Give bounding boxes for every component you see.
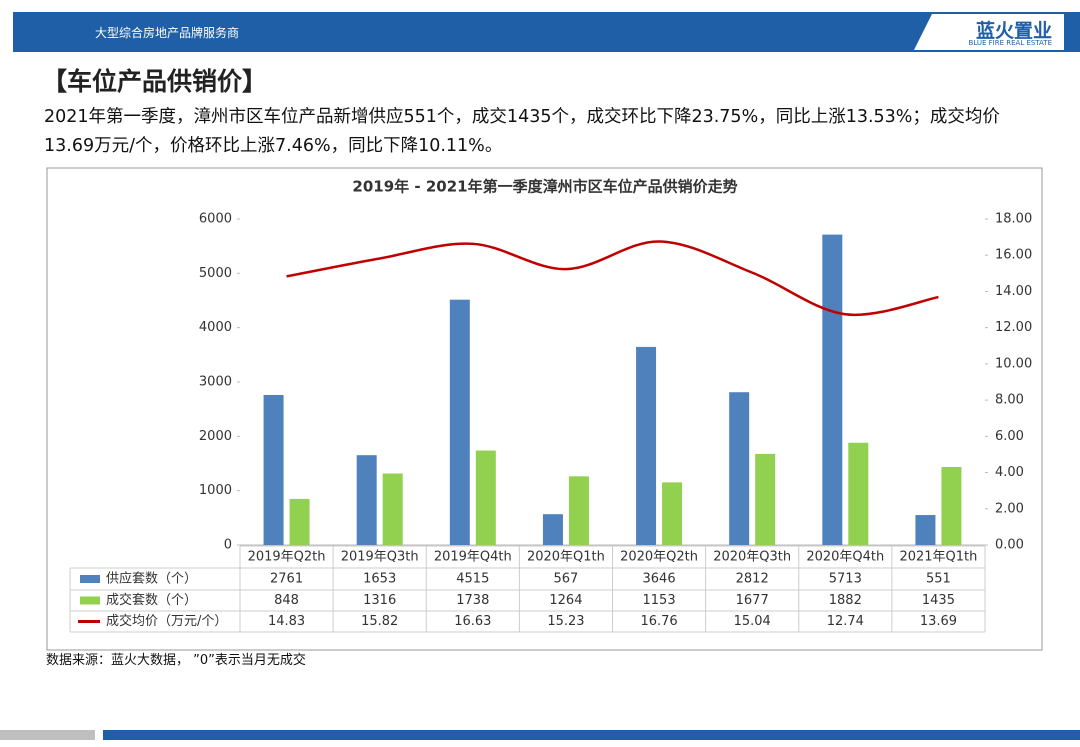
y-tick-label: 5000 xyxy=(199,266,232,281)
x-tick-label: 2020年Q3th xyxy=(713,550,791,565)
bar xyxy=(382,473,403,545)
y2-tick-label: 18.00 xyxy=(995,212,1032,227)
page-title: 【车位产品供销价】 xyxy=(42,67,268,96)
y2-tick-label: 6.00 xyxy=(995,429,1024,444)
table-value: 1435 xyxy=(922,593,955,608)
bar xyxy=(449,299,470,545)
table-value: 1264 xyxy=(549,593,582,608)
y-tick-label: 2000 xyxy=(199,429,232,444)
table-value: 1316 xyxy=(363,593,396,608)
table-value: 15.04 xyxy=(734,614,771,629)
logo-en: BLUE FIRE REAL ESTATE xyxy=(968,39,1052,47)
summary: 2021年第一季度，漳州市区车位产品新增供应551个，成交1435个，成交环比下… xyxy=(44,107,1000,156)
slogan: 大型综合房地产品牌服务商 xyxy=(95,26,240,40)
table-value: 2761 xyxy=(270,572,303,587)
x-tick-label: 2019年Q3th xyxy=(341,550,419,565)
table-value: 15.23 xyxy=(547,614,584,629)
table-value: 14.83 xyxy=(268,614,305,629)
bar xyxy=(755,453,776,545)
y2-tick-label: 4.00 xyxy=(995,465,1024,480)
bar xyxy=(263,394,284,545)
legend-key xyxy=(80,575,100,583)
table-value: 5713 xyxy=(829,572,862,587)
y-tick-label: 4000 xyxy=(199,320,232,335)
table-value: 567 xyxy=(554,572,579,587)
bar xyxy=(568,476,589,545)
table-value: 12.74 xyxy=(827,614,864,629)
table-value: 1882 xyxy=(829,593,862,608)
y2-tick-label: 12.00 xyxy=(995,320,1032,335)
source-note: 数据来源：蓝火大数据， ”0”表示当月无成交 xyxy=(46,653,306,668)
table-value: 16.63 xyxy=(454,614,491,629)
table-value: 4515 xyxy=(456,572,489,587)
bar xyxy=(542,514,563,545)
table-value: 551 xyxy=(926,572,951,587)
y-tick-label: 3000 xyxy=(199,375,232,390)
footer-bar xyxy=(0,730,95,740)
header-bar: 大型综合房地产品牌服务商 蓝火置业 BLUE FIRE REAL ESTATE xyxy=(13,12,1080,52)
bar xyxy=(662,482,683,545)
y-tick-label: 6000 xyxy=(199,212,232,227)
x-tick-label: 2021年Q1th xyxy=(899,550,977,565)
bar xyxy=(729,392,750,545)
y2-tick-label: 2.00 xyxy=(995,501,1024,516)
chart-title: 2019年 - 2021年第一季度漳州市区车位产品供销价走势 xyxy=(352,178,737,196)
y2-tick-label: 8.00 xyxy=(995,393,1024,408)
table-value: 2812 xyxy=(736,572,769,587)
table-value: 1153 xyxy=(643,593,676,608)
bar xyxy=(915,515,936,545)
bar xyxy=(356,455,377,545)
bar xyxy=(636,346,657,545)
y2-tick-label: 16.00 xyxy=(995,248,1032,263)
x-tick-label: 2020年Q1th xyxy=(527,550,605,565)
table-value: 1677 xyxy=(736,593,769,608)
footer-bar xyxy=(103,730,1080,740)
x-tick-label: 2020年Q4th xyxy=(806,550,884,565)
y2-tick-label: 14.00 xyxy=(995,284,1032,299)
x-tick-label: 2019年Q2th xyxy=(248,550,326,565)
table-value: 15.82 xyxy=(361,614,398,629)
y2-tick-label: 0.00 xyxy=(995,538,1024,553)
table-value: 13.69 xyxy=(920,614,957,629)
logo-cn: 蓝火置业 xyxy=(975,20,1052,42)
x-tick-label: 2019年Q4th xyxy=(434,550,512,565)
table-value: 3646 xyxy=(643,572,676,587)
bar xyxy=(941,467,962,545)
table-value: 16.76 xyxy=(640,614,677,629)
line xyxy=(286,240,939,317)
legend-label: 成交均价（万元/个） xyxy=(106,613,227,629)
y2-tick-label: 10.00 xyxy=(995,356,1032,371)
legend-label: 成交套数（个） xyxy=(106,592,197,608)
bar xyxy=(475,450,496,545)
logo: 蓝火置业 BLUE FIRE REAL ESTATE xyxy=(914,14,1064,50)
bar xyxy=(848,442,869,545)
legend-key xyxy=(80,596,100,605)
table-value: 1738 xyxy=(456,593,489,608)
table-value: 1653 xyxy=(363,572,396,587)
bar xyxy=(822,234,843,545)
table-value: 848 xyxy=(274,593,299,608)
x-tick-label: 2020年Q2th xyxy=(620,550,698,565)
y-tick-label: 0 xyxy=(224,538,232,553)
bar xyxy=(289,498,310,545)
y-tick-label: 1000 xyxy=(199,483,232,498)
chart-frame xyxy=(46,167,1043,651)
legend-label: 供应套数（个） xyxy=(106,571,197,587)
